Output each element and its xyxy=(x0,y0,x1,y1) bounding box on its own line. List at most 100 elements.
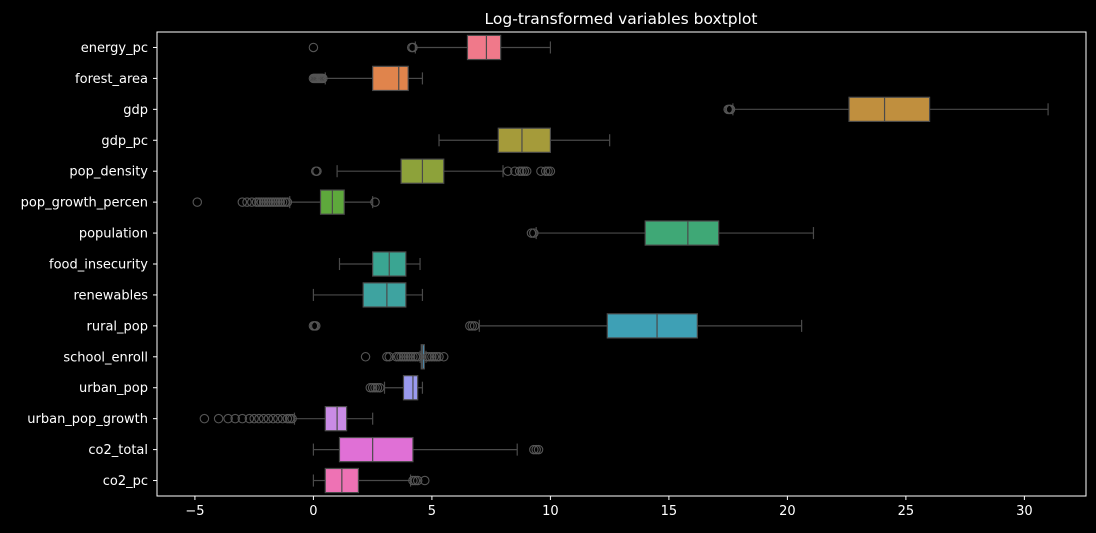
box-group-urban_pop_growth xyxy=(199,406,374,432)
outlier-point xyxy=(287,413,297,424)
outlier-point xyxy=(284,413,295,424)
outlier-point xyxy=(412,475,423,486)
outlier-point xyxy=(280,197,290,207)
outlier-point xyxy=(521,166,532,176)
outlier-point xyxy=(282,197,293,207)
outlier-point xyxy=(266,197,276,207)
outlier-point xyxy=(254,413,264,424)
y-tick-label: pop_density xyxy=(69,165,148,180)
box-group-food_insecurity xyxy=(338,251,421,277)
y-tick-label: renewables xyxy=(73,288,148,303)
outlier-point xyxy=(410,352,421,362)
y-tick-label: school_enroll xyxy=(63,350,148,365)
y-tick-label: population xyxy=(79,227,148,242)
box-group-co2_pc xyxy=(312,467,430,494)
outlier-point xyxy=(424,352,435,362)
outlier-point xyxy=(403,352,413,362)
outlier-point xyxy=(422,352,432,362)
outlier-point xyxy=(268,413,278,424)
outlier-point xyxy=(519,166,530,176)
outlier-point xyxy=(242,197,252,207)
outlier-point xyxy=(273,197,283,207)
y-tick-label: rural_pop xyxy=(87,319,148,334)
outlier-point xyxy=(396,352,406,362)
y-tick-label: gdp_pc xyxy=(101,134,148,149)
y-tick-label: co2_pc xyxy=(103,474,148,489)
outlier-point xyxy=(275,197,285,207)
outlier-point xyxy=(420,475,430,486)
outlier-point xyxy=(192,197,203,207)
box-group-urban_pop xyxy=(365,375,424,401)
x-tick-label: 30 xyxy=(1016,504,1033,519)
outlier-point xyxy=(536,166,546,176)
outlier-point xyxy=(408,352,418,362)
outlier-point xyxy=(412,352,423,362)
box-group-co2_total xyxy=(312,436,544,463)
outlier-point xyxy=(427,352,437,362)
outlier-point xyxy=(263,413,274,424)
outlier-point xyxy=(391,352,402,362)
outlier-point xyxy=(254,197,264,207)
outlier-point xyxy=(251,197,262,207)
box-group-school_enroll xyxy=(360,344,449,370)
outlier-point xyxy=(249,413,259,424)
outlier-point xyxy=(382,352,392,362)
y-tick-label: urban_pop_growth xyxy=(27,412,148,427)
outlier-point xyxy=(725,104,736,115)
outlier-point xyxy=(372,382,383,393)
outlier-point xyxy=(431,352,442,362)
outlier-point xyxy=(370,382,380,393)
outlier-point xyxy=(277,197,288,207)
outlier-point xyxy=(517,166,527,176)
x-tick-label: 5 xyxy=(428,504,436,519)
box-iqr xyxy=(848,96,931,122)
outlier-point xyxy=(526,228,537,238)
box-iqr xyxy=(606,313,698,339)
box-iqr xyxy=(362,282,407,308)
y-tick-label: co2_total xyxy=(88,443,148,458)
outlier-point xyxy=(540,166,551,176)
outlier-point xyxy=(393,352,404,362)
outlier-point xyxy=(282,413,293,424)
outlier-point xyxy=(230,413,240,424)
outlier-point xyxy=(370,197,380,207)
y-tick-label: forest_area xyxy=(75,72,148,87)
y-tick-label: gdp xyxy=(123,103,148,118)
outlier-point xyxy=(311,321,321,331)
box-group-energy_pc xyxy=(308,34,552,61)
box-iqr xyxy=(324,406,348,432)
outlier-point xyxy=(365,382,376,393)
box-iqr xyxy=(372,65,409,92)
outlier-point xyxy=(529,228,539,238)
chart-title: Log-transformed variables boxtplot xyxy=(485,10,758,28)
box-iqr xyxy=(497,127,552,153)
y-tick-label: energy_pc xyxy=(81,41,148,56)
outlier-point xyxy=(258,197,269,207)
outlier-point xyxy=(529,444,539,455)
outlier-point xyxy=(223,413,233,424)
outlier-point xyxy=(237,197,248,207)
box-group-pop_growth_percen xyxy=(192,189,380,215)
outlier-point xyxy=(465,321,475,331)
outlier-point xyxy=(543,166,553,176)
box-iqr xyxy=(644,220,720,246)
y-tick-label: urban_pop xyxy=(79,381,148,396)
outlier-point xyxy=(384,352,394,362)
outlier-point xyxy=(401,352,411,362)
outlier-point xyxy=(308,42,319,53)
x-tick-label: −5 xyxy=(185,504,204,519)
box-group-pop_density xyxy=(311,158,556,184)
outlier-point xyxy=(410,475,421,486)
box-group-rural_pop xyxy=(308,313,803,339)
outlier-point xyxy=(502,166,513,176)
outlier-point xyxy=(256,197,267,207)
box-group-gdp_pc xyxy=(438,127,611,153)
box-iqr xyxy=(338,436,414,463)
outlier-point xyxy=(360,352,371,362)
outlier-point xyxy=(531,444,541,455)
outlier-point xyxy=(429,352,440,362)
x-axis-ticks: −5 0 5 10 15 20 25 30 xyxy=(185,496,1033,519)
outlier-point xyxy=(398,352,409,362)
